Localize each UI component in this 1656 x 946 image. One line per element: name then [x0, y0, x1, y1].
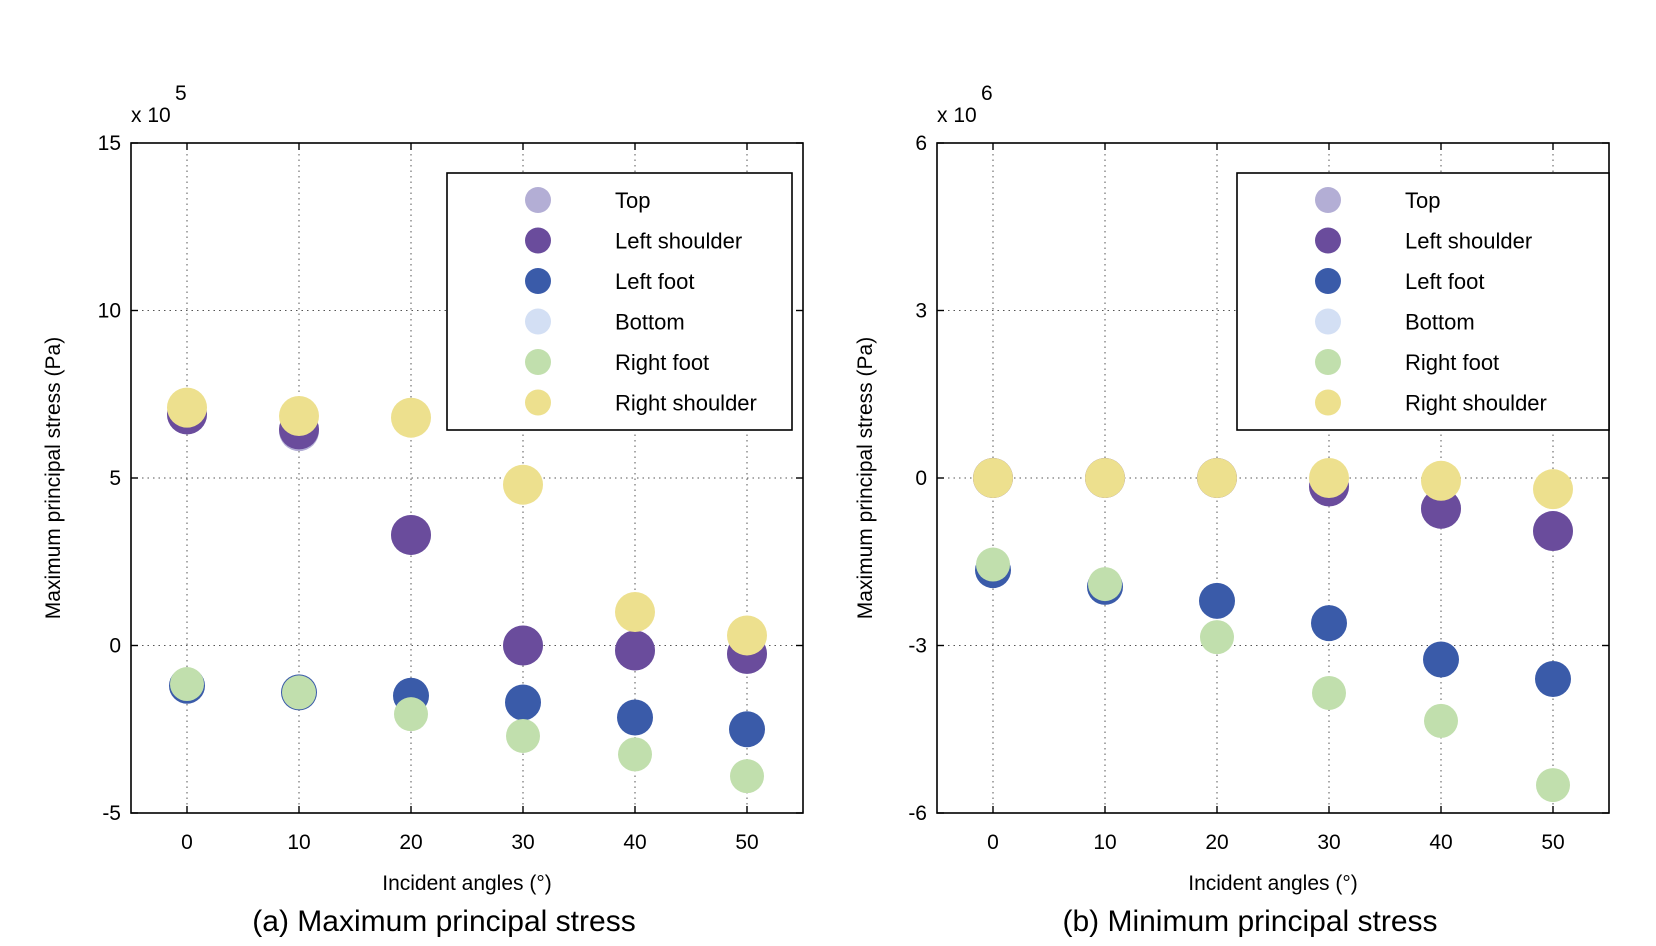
x-tick-label: 30 [1317, 831, 1340, 854]
y-tick-label: 5 [109, 467, 121, 490]
data-point-left-foot [1199, 582, 1235, 619]
data-point-right-foot [730, 759, 764, 794]
x-tick-label: 20 [399, 831, 422, 854]
panel-max-principal-stress: 0 10 20 30 40 50 -5 0 5 10 15 Incident angles (°) Ma… [42, 82, 804, 938]
data-point-left-foot [1423, 641, 1459, 678]
x-axis-label: Incident angles (°) [1188, 872, 1358, 895]
legend-label: Bottom [1405, 310, 1475, 335]
legend-marker [525, 308, 551, 335]
data-point-left-shoulder [1421, 488, 1461, 529]
legend-box [1236, 172, 1610, 431]
legend-label: Left shoulder [1405, 229, 1532, 254]
panel-min-principal-stress: 0 10 20 30 40 50 -6 -3 0 3 6 Incident angles (°) Max… [854, 82, 1610, 938]
x-tick-label: 0 [181, 831, 193, 854]
axis-multiplier: x 10 [131, 104, 171, 127]
x-axis-label: Incident angles (°) [382, 872, 552, 895]
x-tick-label: 50 [735, 831, 758, 854]
legend-label: Right foot [1405, 350, 1499, 375]
legend-marker [1315, 349, 1341, 375]
legend-label: Right foot [615, 350, 709, 375]
data-point-right-foot [394, 697, 428, 732]
y-tick-label: 15 [98, 132, 121, 155]
legend-label: Left foot [615, 269, 695, 294]
data-point-right-shoulder [391, 397, 431, 438]
legend-marker [525, 187, 551, 213]
data-point-right-foot [170, 667, 204, 702]
data-point-left-foot [729, 711, 765, 748]
axis-multiplier: x 10 [937, 104, 977, 127]
x-tick-label: 0 [987, 831, 999, 854]
y-axis-label: Maximum principal stress (Pa) [854, 337, 877, 619]
legend-marker [1315, 389, 1341, 416]
data-point-right-shoulder [1533, 469, 1573, 510]
y-tick-label: -5 [102, 802, 121, 825]
legend-marker [525, 268, 551, 294]
data-point-right-foot [1200, 620, 1234, 655]
data-point-right-shoulder [615, 592, 655, 632]
legend-marker [1315, 268, 1341, 294]
axis-multiplier-exponent: 5 [175, 82, 187, 105]
legend-box [446, 172, 793, 431]
y-tick-label: 10 [98, 300, 121, 323]
data-point-left-foot [617, 699, 653, 736]
legend-label: Right shoulder [615, 391, 757, 416]
data-point-right-foot [1424, 703, 1458, 738]
data-point-right-foot [1312, 675, 1346, 710]
legend-marker [525, 389, 551, 416]
data-point-left-shoulder [503, 625, 543, 666]
data-point-right-foot [618, 737, 652, 772]
legend-marker [525, 227, 551, 254]
x-tick-label: 40 [1429, 831, 1452, 854]
panel-caption: (b) Minimum principal stress [1062, 905, 1437, 938]
legend-label: Top [615, 188, 650, 213]
legend-label: Bottom [615, 310, 685, 335]
legend-marker [1315, 187, 1341, 213]
legend-label: Right shoulder [1405, 391, 1547, 416]
legend-label: Top [1405, 188, 1440, 213]
y-tick-label: 6 [915, 132, 927, 155]
panel-caption: (a) Maximum principal stress [252, 905, 635, 938]
y-tick-label: -3 [908, 635, 927, 658]
data-point-right-shoulder [1197, 458, 1237, 498]
data-point-right-shoulder [973, 458, 1013, 498]
legend-label: Left foot [1405, 269, 1485, 294]
y-axis-label: Maximum principal stress (Pa) [42, 337, 65, 619]
legend: Top Left shoulder Left foot Bottom Right foo… [446, 172, 793, 431]
data-point-left-shoulder [1533, 511, 1573, 552]
legend-marker [1315, 227, 1341, 254]
data-point-right-shoulder [279, 396, 319, 437]
y-tick-label: 0 [109, 635, 121, 658]
data-point-left-shoulder [615, 630, 655, 671]
data-point-left-foot [505, 684, 541, 721]
data-point-left-foot [1311, 605, 1347, 642]
data-point-right-shoulder [503, 464, 543, 505]
x-tick-label: 10 [287, 831, 310, 854]
y-tick-label: 3 [915, 300, 927, 323]
legend: Top Left shoulder Left foot Bottom Right foo… [1236, 172, 1610, 431]
data-point-right-foot [506, 718, 540, 753]
axis-multiplier-exponent: 6 [981, 82, 993, 105]
legend-label: Left shoulder [615, 229, 742, 254]
data-point-right-shoulder [1085, 458, 1125, 498]
x-tick-label: 50 [1541, 831, 1564, 854]
data-point-left-shoulder [391, 514, 431, 555]
legend-marker [1315, 308, 1341, 335]
y-tick-label: 0 [915, 467, 927, 490]
x-tick-label: 30 [511, 831, 534, 854]
legend-marker [525, 349, 551, 375]
x-tick-label: 10 [1093, 831, 1116, 854]
data-point-right-foot [976, 547, 1010, 582]
data-point-right-foot [1536, 768, 1570, 803]
data-point-right-foot [282, 675, 316, 710]
data-point-right-shoulder [1421, 460, 1461, 501]
data-point-right-shoulder [727, 615, 767, 656]
x-tick-label: 20 [1205, 831, 1228, 854]
x-tick-label: 40 [623, 831, 646, 854]
data-point-right-shoulder [167, 387, 207, 428]
data-point-right-shoulder [1309, 458, 1349, 498]
data-point-left-foot [1535, 661, 1571, 697]
data-point-right-foot [1088, 567, 1122, 602]
y-tick-label: -6 [908, 802, 927, 825]
